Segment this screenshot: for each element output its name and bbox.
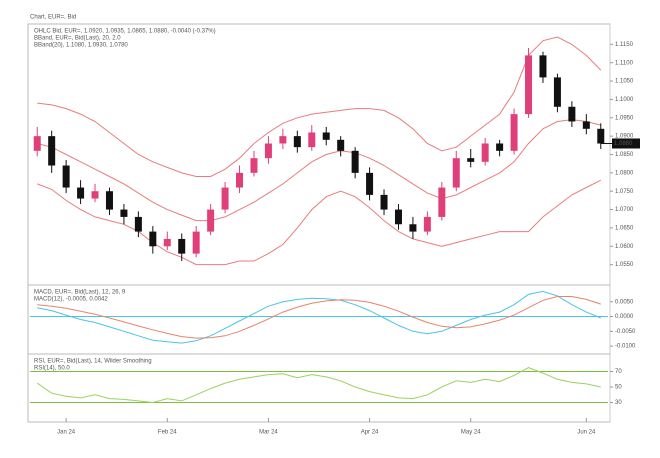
candle-body xyxy=(481,143,489,162)
candle-body xyxy=(409,224,417,232)
chart-title: Chart, EUR=, Bid xyxy=(30,15,76,21)
candle-body xyxy=(568,106,576,122)
candle-body xyxy=(525,55,533,115)
series-line xyxy=(36,367,601,404)
candle-body xyxy=(539,55,547,78)
candle-body xyxy=(438,187,446,217)
candle-body xyxy=(467,158,475,162)
y-tick-label: 1.0700 xyxy=(615,207,634,213)
legend-line: MACD, EUR=, Bid(Last), 12, 26, 9 xyxy=(34,290,126,296)
series-line xyxy=(37,179,602,266)
candle-body xyxy=(33,136,41,151)
candle-body xyxy=(510,114,518,151)
candle-body xyxy=(380,194,388,210)
candle-body xyxy=(250,158,258,173)
y-tick-label: 1.1050 xyxy=(615,79,634,85)
y-tick-label: 50 xyxy=(615,385,622,391)
candle-body xyxy=(134,216,142,232)
candle-body xyxy=(279,136,287,144)
candle-body xyxy=(207,209,215,232)
candle-body xyxy=(496,143,504,151)
y-tick-label: 1.0950 xyxy=(615,115,634,121)
last-price-label: 1.0880 xyxy=(614,141,633,147)
last-price-box xyxy=(612,138,640,149)
candle-body xyxy=(366,172,374,195)
candle-body xyxy=(62,165,70,188)
candle-body xyxy=(293,136,301,148)
candle-body xyxy=(192,231,200,254)
y-tick-label: 1.1000 xyxy=(615,97,634,103)
y-tick-label: 70 xyxy=(615,369,622,375)
x-tick-label: Jan 24 xyxy=(57,430,76,436)
series-line xyxy=(37,36,602,177)
y-tick-label: 1.0900 xyxy=(615,134,634,140)
y-tick-label: 1.0650 xyxy=(615,226,634,232)
candle-body xyxy=(351,150,359,173)
y-tick-label: 1.1100 xyxy=(615,60,634,66)
candle-body xyxy=(337,139,345,151)
legend-line: BBand(20), 1.1080, 1.0930, 1.0780 xyxy=(34,43,128,49)
y-tick-label: -0.0050 xyxy=(615,329,636,335)
candle-body xyxy=(582,121,590,129)
candle-body xyxy=(91,191,99,199)
y-tick-label: 1.1150 xyxy=(615,42,634,48)
candle-body xyxy=(48,136,56,166)
y-tick-label: 0.0050 xyxy=(615,299,634,305)
legend-line: RSI, EUR=, Bid(Last), 14, Wilder Smoothi… xyxy=(34,359,152,365)
y-tick-label: 1.0600 xyxy=(615,244,634,250)
y-tick-label: 1.0850 xyxy=(615,152,634,158)
legend-line: MACD(12), -0.0005, 0.0042 xyxy=(34,297,108,303)
y-tick-label: 1.0750 xyxy=(615,189,634,195)
candle-body xyxy=(221,187,229,210)
candle-body xyxy=(394,209,402,225)
candle-body xyxy=(105,191,113,210)
x-tick-label: Apr 24 xyxy=(361,430,379,436)
candle-body xyxy=(77,187,85,199)
y-tick-label: 1.0800 xyxy=(615,170,634,176)
x-tick-label: Mar 24 xyxy=(259,430,278,436)
candle-body xyxy=(264,143,272,159)
candle-body xyxy=(597,128,605,144)
legend-line: OHLC Bid, EUR=, 1.0920, 1.0935, 1.0865, … xyxy=(34,29,216,35)
x-tick-label: Feb 24 xyxy=(158,430,177,436)
series-line xyxy=(37,290,601,344)
x-tick-label: Jun 24 xyxy=(577,430,596,436)
y-tick-label: 1.0550 xyxy=(615,262,634,268)
candle-body xyxy=(149,231,157,247)
y-tick-label: 30 xyxy=(615,400,622,406)
y-tick-label: -0.0100 xyxy=(615,344,636,350)
candle-body xyxy=(452,158,460,188)
candle-body xyxy=(178,238,186,254)
x-tick-label: May 24 xyxy=(461,430,481,436)
candle-body xyxy=(120,209,128,217)
candle-body xyxy=(553,77,561,107)
legend-line: RSI(14), 50.0 xyxy=(34,366,70,372)
series-line xyxy=(37,296,601,339)
series-line xyxy=(37,119,601,222)
candle-body xyxy=(236,172,244,188)
legend-line: BBand, EUR=, Bid(Last), 20, 2.0 xyxy=(34,36,121,42)
candle-body xyxy=(322,132,330,140)
y-tick-label: 0.0000 xyxy=(615,314,634,320)
candle-body xyxy=(308,132,316,148)
candle-body xyxy=(423,216,431,232)
candle-body xyxy=(163,238,171,247)
